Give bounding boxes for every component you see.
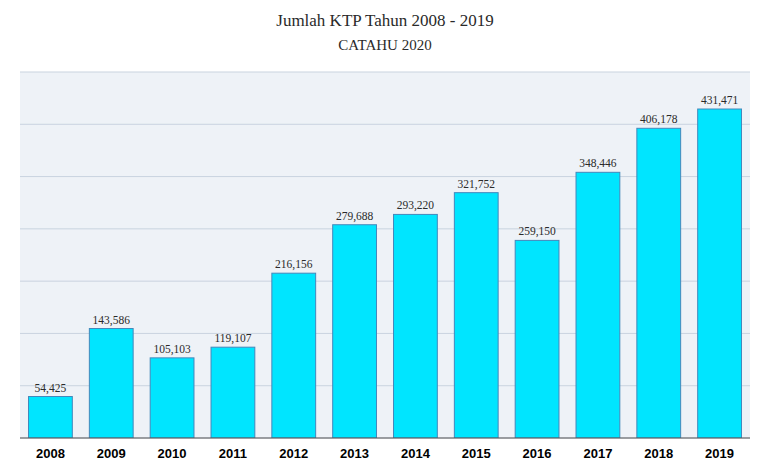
data-label: 54,425: [35, 382, 67, 395]
bar: [394, 214, 438, 438]
data-label: 348,446: [579, 157, 617, 170]
chart-container: Jumlah KTP Tahun 2008 - 2019 CATAHU 2020 5…: [0, 0, 770, 476]
x-tick-labels: 2008 2009 2010 2011 2012 2013 2014 2015 2016 2017…: [36, 446, 734, 461]
bar: [515, 240, 559, 438]
bar: [454, 193, 498, 438]
x-tick-label: 2017: [583, 446, 612, 461]
data-labels: 54,425 143,586 105,103 119,107 216,156 279,68…: [35, 94, 739, 394]
bar: [576, 172, 620, 438]
x-tick-label: 2016: [523, 446, 552, 461]
grid-line: [20, 438, 750, 439]
bars: [29, 109, 742, 438]
plot-background: [20, 72, 750, 438]
x-tick-label: 2009: [97, 446, 126, 461]
title: Jumlah KTP Tahun 2008 - 2019: [276, 11, 493, 30]
subtitle: CATAHU 2020: [338, 37, 431, 53]
data-label: 105,103: [153, 343, 191, 356]
grid: [20, 72, 750, 438]
x-tick-label: 2013: [340, 446, 369, 461]
x-tick-label: 2008: [36, 446, 65, 461]
data-label: 216,156: [275, 258, 313, 271]
bar: [211, 347, 255, 438]
x-tick-label: 2019: [705, 446, 734, 461]
x-tick-label: 2014: [401, 446, 431, 461]
data-label: 259,150: [518, 225, 556, 238]
data-label: 293,220: [397, 199, 435, 212]
x-tick-label: 2015: [462, 446, 491, 461]
bar: [150, 358, 194, 438]
bar: [637, 128, 681, 438]
data-label: 321,752: [458, 178, 496, 191]
x-tick-label: 2018: [644, 446, 673, 461]
x-axis-line: [20, 438, 750, 439]
x-tick-label: 2011: [219, 446, 247, 461]
data-label: 431,471: [701, 94, 739, 107]
bar: [272, 273, 316, 438]
grid-line: [20, 72, 750, 73]
bar: [29, 397, 73, 438]
data-label: 279,688: [336, 210, 374, 223]
x-tick-label: 2010: [158, 446, 187, 461]
chart-svg: Jumlah KTP Tahun 2008 - 2019 CATAHU 2020 5…: [0, 0, 770, 476]
data-label: 119,107: [214, 332, 251, 345]
bar: [89, 329, 133, 438]
data-label: 406,178: [640, 113, 678, 126]
bar: [698, 109, 742, 438]
data-label: 143,586: [93, 314, 131, 327]
bar: [333, 225, 377, 438]
x-tick-label: 2012: [279, 446, 308, 461]
